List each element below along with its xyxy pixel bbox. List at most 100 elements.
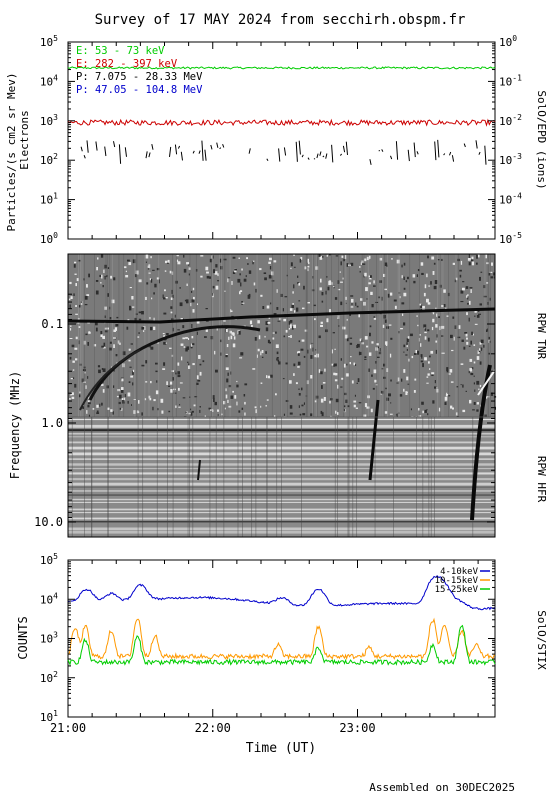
noise-speck (170, 381, 173, 385)
type-iii-burst (79, 349, 141, 411)
noise-speck (81, 406, 84, 409)
noise-speck (338, 325, 340, 327)
noise-speck (465, 333, 468, 337)
noise-speck (326, 318, 329, 323)
noise-speck (75, 358, 78, 361)
noise-speck (103, 335, 105, 339)
noise-speck (450, 334, 453, 339)
stix-ylabel: COUNTS (16, 616, 30, 659)
noise-speck (351, 298, 354, 303)
noise-speck (345, 393, 346, 395)
noise-speck (443, 304, 446, 308)
noise-speck (454, 279, 457, 283)
noise-speck (395, 414, 397, 416)
y-tick-label: 101 (40, 709, 58, 724)
noise-speck (85, 385, 87, 389)
noise-speck (460, 290, 464, 294)
noise-speck (121, 398, 125, 400)
noise-speck (276, 307, 279, 310)
noise-speck (335, 398, 339, 403)
noise-speck (167, 259, 170, 264)
noise-speck (318, 254, 321, 257)
noise-speck (97, 257, 99, 260)
noise-speck (133, 369, 135, 373)
noise-speck (405, 354, 408, 356)
noise-speck (125, 270, 127, 273)
noise-speck (87, 404, 90, 408)
noise-speck (320, 398, 324, 403)
noise-speck (484, 414, 487, 419)
noise-speck (171, 370, 175, 372)
noise-speck (120, 407, 123, 411)
noise-speck (356, 345, 359, 348)
noise-speck (215, 369, 218, 373)
noise-speck (164, 289, 166, 292)
noise-speck (318, 369, 321, 373)
noise-speck (379, 257, 383, 261)
noise-speck (371, 374, 373, 377)
noise-speck (341, 377, 344, 380)
noise-speck (373, 317, 377, 320)
noise-speck (340, 301, 343, 306)
radio-frame (67, 253, 496, 538)
noise-speck (170, 306, 173, 309)
noise-speck (119, 394, 122, 399)
noise-speck (290, 324, 292, 329)
noise-speck (107, 407, 110, 410)
noise-speck (293, 363, 296, 367)
y-tick-label: 102 (40, 152, 58, 167)
y2-tick-label: 10-3 (499, 152, 522, 167)
noise-speck (476, 254, 478, 259)
y-tick-label: 105 (40, 34, 58, 49)
noise-speck (283, 335, 286, 338)
noise-speck (196, 331, 198, 335)
noise-speck (191, 324, 193, 328)
noise-speck (340, 281, 343, 283)
noise-speck (455, 412, 458, 416)
noise-speck (212, 269, 216, 274)
noise-speck (353, 362, 356, 366)
noise-speck (241, 302, 245, 304)
noise-speck (427, 373, 430, 376)
noise-speck (351, 380, 354, 384)
noise-speck (205, 320, 209, 322)
noise-speck (186, 262, 189, 265)
noise-speck (371, 304, 374, 308)
noise-speck (241, 407, 244, 410)
noise-speck (98, 369, 101, 374)
noise-speck (230, 335, 233, 340)
noise-speck (456, 386, 459, 388)
noise-speck (182, 325, 185, 329)
noise-speck (364, 356, 367, 359)
noise-speck (301, 404, 304, 407)
noise-speck (113, 277, 116, 281)
noise-speck (384, 319, 387, 323)
noise-speck (113, 337, 116, 339)
noise-speck (301, 387, 303, 391)
noise-speck (153, 292, 155, 295)
noise-speck (417, 350, 420, 355)
noise-speck (138, 400, 140, 404)
noise-speck (320, 371, 323, 375)
noise-speck (70, 394, 72, 396)
particles-right-label: SolO/EPD (ions) (535, 90, 548, 189)
noise-speck (383, 376, 386, 379)
noise-speck (75, 305, 77, 307)
noise-speck (72, 360, 75, 363)
noise-speck (96, 404, 99, 408)
noise-speck (96, 412, 100, 414)
noise-speck (387, 293, 390, 298)
noise-speck (477, 350, 481, 354)
noise-speck (403, 344, 406, 348)
noise-speck (345, 373, 349, 377)
noise-speck (350, 295, 354, 297)
noise-speck (385, 387, 387, 390)
noise-speck (363, 258, 367, 262)
noise-speck (247, 263, 249, 265)
noise-speck (454, 325, 457, 329)
noise-speck (371, 341, 374, 344)
noise-speck (93, 344, 97, 347)
noise-speck (143, 330, 145, 332)
noise-speck (382, 324, 385, 328)
y-tick-label: 1.0 (41, 416, 63, 430)
